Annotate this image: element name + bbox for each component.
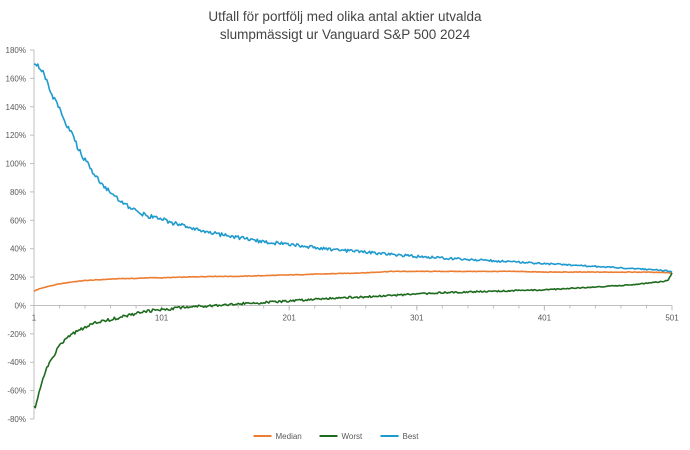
y-tick-label: 0%	[14, 301, 26, 310]
x-tick-label: 1	[32, 313, 37, 322]
y-tick-label: 80%	[10, 188, 26, 197]
chart-title-line-2: slumpmässigt ur Vanguard S&P 500 2024	[219, 27, 471, 42]
series-line-best	[34, 63, 673, 273]
y-tick-label: 140%	[6, 103, 26, 112]
y-tick-label: 180%	[6, 46, 26, 55]
x-tick-label: 401	[538, 313, 552, 322]
y-tick-label: -80%	[7, 415, 26, 424]
y-tick-label: -40%	[7, 358, 26, 367]
y-tick-label: 20%	[10, 273, 26, 282]
y-tick-label: -60%	[7, 387, 26, 396]
series-line-worst	[33, 272, 673, 409]
legend-label-median: Median	[276, 432, 302, 441]
legend-label-worst: Worst	[342, 432, 364, 441]
y-tick-label: 120%	[6, 131, 26, 140]
y-tick-label: 60%	[10, 216, 26, 225]
x-tick-label: 101	[155, 313, 169, 322]
chart-title-line-1: Utfall för portfölj med olika antal akti…	[208, 9, 482, 24]
y-tick-label: -20%	[7, 330, 26, 339]
legend-label-best: Best	[403, 432, 420, 441]
y-tick-label: 100%	[6, 160, 26, 169]
y-tick-label: 40%	[10, 245, 26, 254]
x-tick-label: 201	[283, 313, 297, 322]
x-tick-label: 301	[410, 313, 424, 322]
series-line-median	[33, 270, 673, 292]
x-tick-label: 501	[665, 313, 679, 322]
y-tick-label: 160%	[6, 74, 26, 83]
